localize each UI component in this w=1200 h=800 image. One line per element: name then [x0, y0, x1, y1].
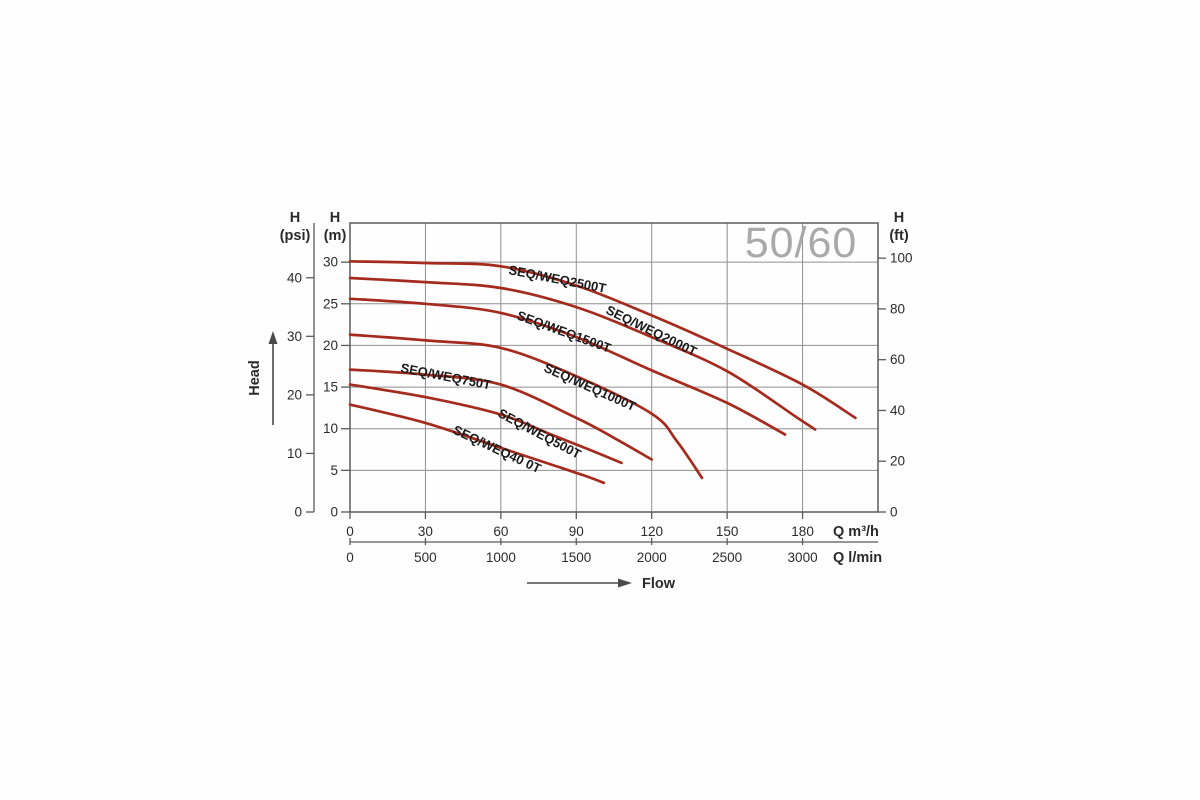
- plot-frame: [349, 222, 879, 513]
- m-tick-label: 10: [323, 421, 338, 436]
- chart-title: 50/60: [745, 219, 858, 267]
- m3h-tick-label: 150: [716, 524, 739, 539]
- lmin-tick-label: 0: [346, 550, 354, 565]
- ft-tick-label: 40: [890, 403, 905, 418]
- m-tick-label: 20: [323, 338, 338, 353]
- psi-axis-title-line2: (psi): [280, 228, 311, 244]
- lmin-unit-label: Q l/min: [833, 550, 882, 566]
- psi-tick-label: 30: [287, 329, 302, 344]
- lmin-tick-label: 2500: [712, 550, 742, 565]
- curve-seq-weq2500t: [348, 259, 857, 420]
- ft-axis-title-line2: (ft): [889, 228, 908, 244]
- m-axis-title-line1: H: [330, 210, 340, 226]
- ft-tick-label: 100: [890, 251, 913, 266]
- ft-tick-label: 80: [890, 301, 905, 316]
- flow-arrow: [527, 578, 632, 588]
- head-axis-label: Head: [247, 360, 263, 395]
- m3h-tick-label: 90: [569, 524, 584, 539]
- m3h-tick-label: 0: [346, 524, 354, 539]
- lmin-tick-label: 2000: [637, 550, 667, 565]
- psi-tick-label: 40: [287, 270, 302, 285]
- curve-seq-weq750t: [348, 368, 654, 461]
- curve-seq-weq1500t: [348, 297, 787, 436]
- ft-tick-label: 60: [890, 352, 905, 367]
- m3h-tick-label: 180: [791, 524, 814, 539]
- curve-seq-weq40-0t: [348, 403, 606, 485]
- m3h-unit-label: Q m³/h: [833, 524, 879, 540]
- psi-tick-label: 20: [287, 387, 302, 402]
- m-tick-label: 0: [330, 505, 338, 520]
- curve-labels-layer: SEQ/WEQ2500TSEQ/WEQ2000TSEQ/WEQ1500TSEQ/…: [399, 262, 699, 476]
- lmin-tick-label: 1500: [561, 550, 591, 565]
- curve-label-seq-weq750t: SEQ/WEQ750T: [399, 360, 492, 392]
- curve-seq-weq500t: [348, 383, 623, 465]
- m-tick-label: 25: [323, 296, 338, 311]
- ft-axis-title-line1: H: [894, 210, 904, 226]
- lmin-tick-label: 1000: [486, 550, 516, 565]
- m-tick-label: 30: [323, 255, 338, 270]
- ft-tick-label: 20: [890, 454, 905, 469]
- curve-seq-weq1000t: [348, 333, 704, 480]
- lmin-tick-label: 3000: [788, 550, 818, 565]
- head-arrow: [268, 331, 278, 425]
- m-tick-label: 15: [323, 380, 338, 395]
- psi-tick-label: 0: [294, 505, 302, 520]
- curve-seq-weq2000t: [348, 276, 817, 431]
- m3h-tick-label: 60: [493, 524, 508, 539]
- psi-axis-title-line1: H: [290, 210, 300, 226]
- m3h-tick-label: 30: [418, 524, 433, 539]
- m3h-tick-label: 120: [640, 524, 663, 539]
- psi-tick-label: 10: [287, 446, 302, 461]
- m-axis-title-line2: (m): [324, 228, 347, 244]
- flow-axis-label: Flow: [642, 576, 676, 592]
- curves-layer: [348, 259, 857, 485]
- lmin-tick-label: 500: [414, 550, 437, 565]
- m-tick-label: 5: [330, 463, 338, 478]
- ft-tick-label: 0: [890, 505, 898, 520]
